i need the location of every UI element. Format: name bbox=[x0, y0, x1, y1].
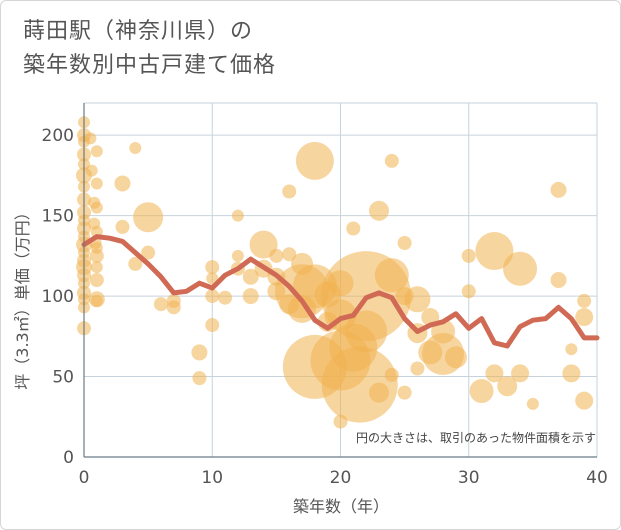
data-bubble bbox=[575, 391, 594, 410]
data-bubble bbox=[128, 256, 143, 271]
data-bubble bbox=[444, 346, 467, 369]
data-bubble bbox=[397, 385, 412, 400]
data-bubble bbox=[282, 247, 297, 262]
axes bbox=[83, 103, 597, 458]
data-bubble bbox=[85, 164, 98, 177]
data-bubble bbox=[218, 290, 233, 305]
x-tick-label: 0 bbox=[79, 468, 90, 488]
data-bubble bbox=[242, 288, 259, 305]
data-bubble bbox=[410, 361, 425, 376]
data-bubble bbox=[205, 318, 220, 333]
data-bubble bbox=[526, 397, 539, 410]
data-bubble bbox=[497, 376, 518, 397]
data-bubble bbox=[269, 248, 284, 263]
data-bubble bbox=[575, 308, 594, 327]
data-bubble bbox=[550, 181, 567, 198]
x-tick-labels: 0 10 20 30 40 bbox=[79, 468, 608, 488]
data-bubble bbox=[231, 209, 244, 222]
chart-title-line-2: 築年数別中古戸建て価格 bbox=[23, 53, 277, 78]
data-bubble bbox=[565, 343, 578, 356]
data-bubble bbox=[461, 248, 476, 263]
y-tick-label: 50 bbox=[52, 368, 74, 388]
data-bubble bbox=[206, 272, 219, 285]
data-bubble bbox=[231, 249, 244, 262]
data-bubble bbox=[282, 184, 297, 199]
x-tick-label: 20 bbox=[330, 468, 352, 488]
data-bubble bbox=[384, 153, 399, 168]
data-bubble bbox=[469, 379, 494, 404]
x-tick-label: 30 bbox=[458, 468, 480, 488]
data-bubble bbox=[511, 364, 530, 383]
data-bubble bbox=[485, 364, 504, 383]
trend-line bbox=[81, 234, 600, 349]
data-bubble bbox=[345, 310, 388, 353]
data-bubble bbox=[129, 142, 142, 155]
data-bubble bbox=[133, 202, 164, 233]
y-tick-label: 150 bbox=[42, 207, 74, 227]
data-bubble bbox=[90, 241, 103, 254]
data-bubble bbox=[577, 293, 592, 308]
data-bubble bbox=[397, 235, 412, 250]
data-bubble bbox=[90, 177, 103, 190]
data-bubble bbox=[368, 200, 389, 221]
data-bubble bbox=[205, 260, 220, 275]
x-tick-label: 40 bbox=[586, 468, 608, 488]
data-bubble bbox=[89, 273, 104, 287]
data-bubble bbox=[249, 230, 278, 259]
data-bubble bbox=[141, 245, 156, 260]
data-bubble bbox=[475, 232, 514, 271]
y-tick-label: 200 bbox=[42, 126, 74, 146]
data-bubble bbox=[205, 289, 220, 304]
data-bubble bbox=[114, 175, 131, 192]
data-bubble bbox=[191, 344, 208, 361]
data-bubble bbox=[295, 141, 334, 180]
y-tick-labels: 0 50 100 150 200 bbox=[42, 126, 74, 468]
data-bubble bbox=[90, 145, 103, 158]
data-bubble bbox=[90, 201, 103, 214]
y-tick-label: 100 bbox=[42, 287, 74, 307]
data-bubble bbox=[90, 261, 103, 274]
data-bubble bbox=[242, 268, 259, 285]
data-bubble bbox=[346, 221, 361, 236]
y-axis-label: 坪（3.3㎡）単価（万円） bbox=[13, 204, 32, 389]
data-bubble bbox=[368, 382, 389, 403]
data-bubble bbox=[321, 346, 398, 423]
data-bubble bbox=[461, 284, 476, 299]
x-axis-label: 築年数（年） bbox=[293, 497, 389, 516]
bubble-size-note: 円の大きさは、取引のあった物件面積を示す bbox=[356, 430, 596, 445]
data-bubble bbox=[84, 132, 97, 145]
data-bubble bbox=[90, 294, 103, 307]
chart-title: 蒔田駅（神奈川県）の 築年数別中古戸建て価格 bbox=[23, 15, 276, 83]
data-bubble bbox=[562, 364, 581, 383]
data-bubble bbox=[166, 300, 181, 315]
x-tick-label: 10 bbox=[201, 468, 223, 488]
data-bubble bbox=[192, 371, 207, 386]
y-tick-label: 0 bbox=[63, 448, 74, 468]
data-bubble bbox=[404, 286, 431, 313]
data-bubble bbox=[503, 251, 538, 286]
data-bubble bbox=[384, 367, 399, 382]
data-bubble bbox=[153, 297, 168, 312]
data-bubble bbox=[115, 219, 130, 234]
grid-lines bbox=[84, 102, 598, 457]
data-bubble bbox=[550, 272, 567, 288]
data-bubble bbox=[374, 258, 409, 293]
chart-title-line-1: 蒔田駅（神奈川県）の bbox=[23, 19, 254, 44]
